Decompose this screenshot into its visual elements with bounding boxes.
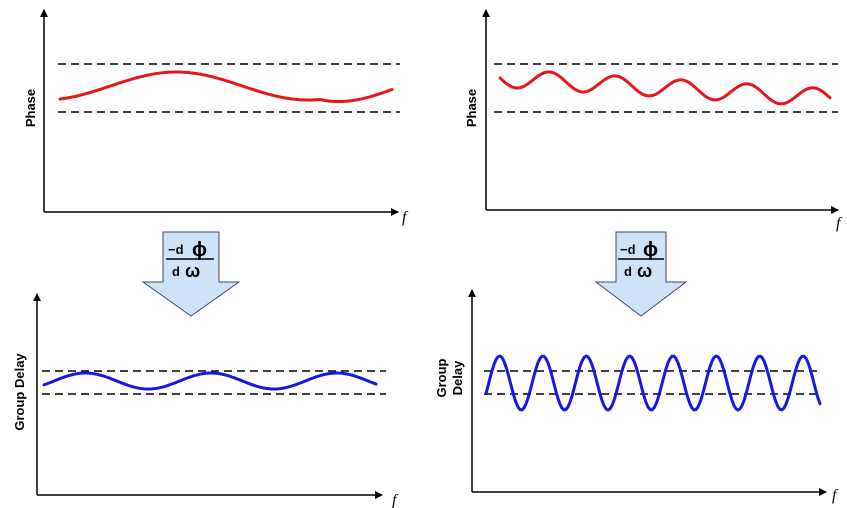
minus-d-label: −d — [168, 242, 184, 257]
group-delay-panel-left: Group Delay f — [12, 293, 399, 508]
phase-curve — [58, 70, 394, 104]
down-arrow-shape — [594, 231, 688, 317]
down-arrow-shape — [141, 231, 241, 317]
phase-panel-left: Phase f — [23, 9, 409, 226]
group-delay-panel-right: Group Delay f — [434, 289, 839, 504]
group-delay-axis-label: Group — [434, 358, 449, 397]
phase-axis-label: Phase — [23, 89, 38, 127]
phase-panel-right: Phase f — [464, 9, 843, 232]
group-delay-curve — [42, 371, 378, 391]
omega-symbol: ω — [185, 261, 200, 281]
omega-symbol: ω — [637, 261, 652, 281]
frequency-axis-label: f — [392, 492, 399, 508]
d-label: d — [172, 264, 180, 279]
frequency-axis-label: f — [402, 209, 409, 226]
phi-symbol: ϕ — [643, 239, 658, 261]
derivative-arrow-right: −d ϕ d ω — [594, 231, 688, 317]
group-delay-axis-label: Delay — [450, 360, 465, 395]
group-delay-axis-label: Group Delay — [12, 353, 27, 431]
d-label: d — [624, 264, 632, 279]
frequency-axis-label: f — [832, 487, 839, 504]
group-delay-curve — [484, 354, 822, 412]
phase-axis-label: Phase — [464, 89, 479, 127]
minus-d-label: −d — [620, 242, 636, 257]
phi-symbol: ϕ — [192, 239, 207, 261]
phase-curve — [498, 70, 832, 106]
frequency-axis-label: f — [836, 215, 843, 232]
derivative-arrow-left: −d ϕ d ω — [141, 231, 241, 317]
